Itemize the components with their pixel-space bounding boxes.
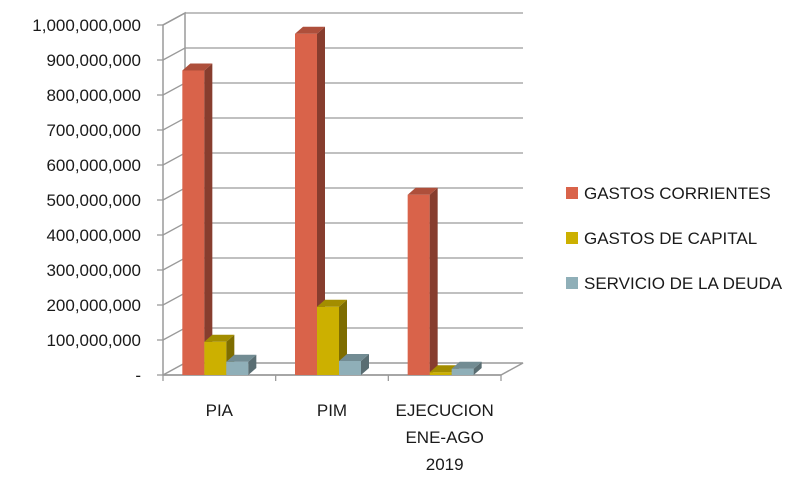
y-tick-label: 900,000,000 (46, 51, 141, 70)
y-tick-label: 700,000,000 (46, 121, 141, 140)
y-tick-label: - (135, 366, 141, 385)
x-category-label: ENE-AGO (405, 428, 483, 447)
gridline (162, 257, 523, 271)
bar-side (204, 63, 213, 375)
legend-label: SERVICIO DE LA DEUDA (584, 274, 783, 293)
bar-top (339, 354, 369, 361)
y-tick-label: 100,000,000 (46, 331, 141, 350)
x-axis-labels: PIA PIM EJECUCION ENE-AGO 2019 (206, 401, 494, 474)
gridline (162, 222, 523, 236)
bar-front (451, 368, 474, 375)
legend-swatch (566, 277, 578, 289)
y-tick-label: 1,000,000,000 (32, 16, 141, 35)
bar-side (317, 26, 325, 375)
bar-top (182, 63, 213, 71)
x-category-label: EJECUCION (396, 401, 494, 420)
y-axis-ticks: - 100,000,000 200,000,000 300,000,000 400,00… (32, 16, 141, 385)
gridline (162, 82, 523, 96)
gridline (162, 152, 523, 166)
gridline (162, 12, 523, 26)
bar-front (295, 33, 317, 375)
bar (451, 361, 482, 375)
bar-top (451, 361, 482, 369)
y-tick-label: 500,000,000 (46, 191, 141, 210)
legend-label: GASTOS DE CAPITAL (584, 229, 757, 248)
gridline (162, 47, 523, 61)
bar (295, 26, 325, 375)
bar-front (407, 194, 430, 375)
bar (339, 354, 369, 375)
bars (182, 26, 482, 375)
bar-front (182, 70, 205, 375)
bar-top (407, 187, 438, 195)
y-tick-label: 300,000,000 (46, 261, 141, 280)
y-tick-label: 800,000,000 (46, 86, 141, 105)
bar (182, 63, 213, 375)
bar (407, 187, 438, 375)
bar-front (226, 361, 249, 375)
bar-side (248, 354, 257, 375)
gridline (162, 187, 523, 201)
y-tick-label: 600,000,000 (46, 156, 141, 175)
bar-top (295, 26, 325, 34)
bar-side (473, 361, 482, 375)
bar-top (226, 354, 257, 362)
x-category-label: PIA (206, 401, 234, 420)
bar-front (339, 361, 361, 375)
x-category-label: 2019 (426, 455, 464, 474)
bar-front (317, 306, 339, 375)
bar-top (317, 299, 347, 307)
bar-top (204, 334, 235, 342)
bar (226, 354, 257, 375)
bar (317, 299, 347, 375)
legend-swatch (566, 232, 578, 244)
gridline (162, 117, 523, 131)
x-category-label: PIM (317, 401, 347, 420)
legend-swatch (566, 187, 578, 199)
y-tick-label: 200,000,000 (46, 296, 141, 315)
legend: GASTOS CORRIENTES GASTOS DE CAPITAL SERVIC… (566, 184, 783, 293)
bar-side (429, 187, 438, 375)
bar-front (429, 372, 452, 375)
legend-label: GASTOS CORRIENTES (584, 184, 771, 203)
bar-front (204, 341, 227, 375)
y-tick-label: 400,000,000 (46, 226, 141, 245)
